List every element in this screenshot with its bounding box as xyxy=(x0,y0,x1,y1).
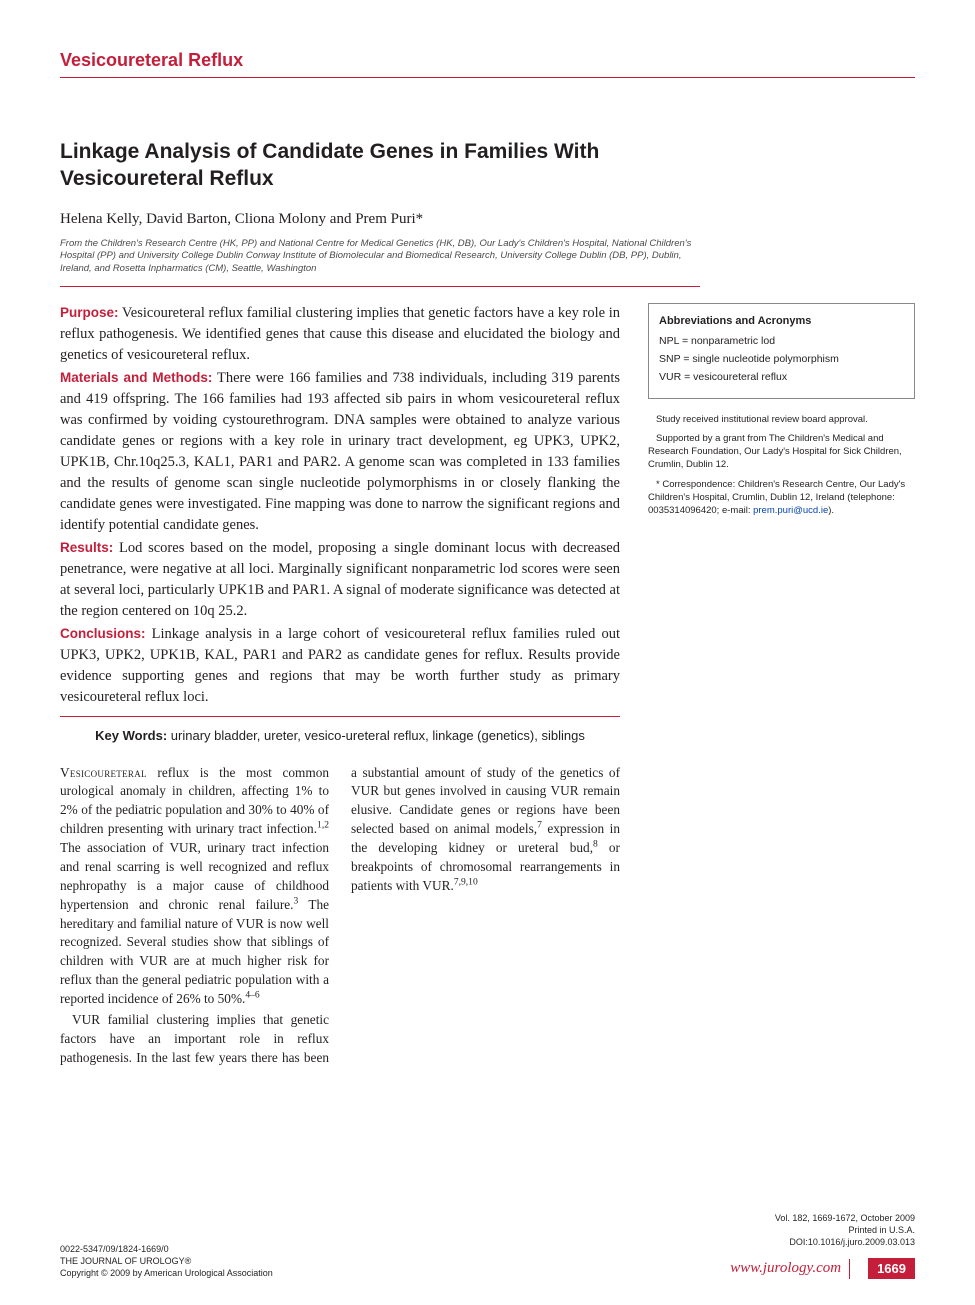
footer-divider xyxy=(849,1259,850,1279)
body-leadword: Vesicoureteral xyxy=(60,765,147,780)
abstract-methods: Materials and Methods: There were 166 fa… xyxy=(60,368,620,536)
purpose-label: Purpose: xyxy=(60,305,119,320)
cite-4-6: 4–6 xyxy=(245,990,259,1001)
keywords-text: urinary bladder, ureter, vesico-ureteral… xyxy=(167,728,585,743)
footer-doi: DOI:10.1016/j.juro.2009.03.013 xyxy=(730,1236,915,1248)
purpose-text: Vesicoureteral reflux familial clusterin… xyxy=(60,305,620,363)
side-column: Abbreviations and Acronyms NPL = nonpara… xyxy=(648,303,915,1083)
abstract-column: Purpose: Vesicoureteral reflux familial … xyxy=(60,303,620,1083)
side-notes: Study received institutional review boar… xyxy=(648,413,915,518)
body-p1: Vesicoureteral reflux is the most common… xyxy=(60,764,329,1009)
abbr-item: NPL = nonparametric lod xyxy=(659,334,904,350)
abstract-rule xyxy=(60,716,620,717)
body-text-columns: Vesicoureteral reflux is the most common… xyxy=(60,764,620,1084)
conclusions-label: Conclusions: xyxy=(60,626,146,641)
results-label: Results: xyxy=(60,540,113,555)
footer-printed: Printed in U.S.A. xyxy=(730,1224,915,1236)
irb-note: Study received institutional review boar… xyxy=(648,413,915,426)
abbr-item: VUR = vesicoureteral reflux xyxy=(659,370,904,386)
results-text: Lod scores based on the model, proposing… xyxy=(60,540,620,619)
footer-issn: 0022-5347/09/1824-1669/0 xyxy=(60,1243,273,1255)
abstract-conclusions: Conclusions: Linkage analysis in a large… xyxy=(60,624,620,708)
footer-left: 0022-5347/09/1824-1669/0 THE JOURNAL OF … xyxy=(60,1243,273,1279)
abstract-purpose: Purpose: Vesicoureteral reflux familial … xyxy=(60,303,620,366)
journal-url[interactable]: www.jurology.com xyxy=(730,1260,841,1277)
cite-1-2: 1,2 xyxy=(317,820,329,831)
abbreviations-box: Abbreviations and Acronyms NPL = nonpara… xyxy=(648,303,915,399)
content-row: Purpose: Vesicoureteral reflux familial … xyxy=(60,303,915,1083)
abbreviations-title: Abbreviations and Acronyms xyxy=(659,314,904,328)
section-label: Vesicoureteral Reflux xyxy=(60,50,915,78)
footer-siteline: www.jurology.com 1669 xyxy=(730,1258,915,1279)
article-title: Linkage Analysis of Candidate Genes in F… xyxy=(60,138,700,193)
abbr-item: SNP = single nucleotide polymorphism xyxy=(659,352,904,368)
keywords: Key Words: urinary bladder, ureter, vesi… xyxy=(60,727,620,745)
abstract-results: Results: Lod scores based on the model, … xyxy=(60,538,620,622)
methods-label: Materials and Methods: xyxy=(60,370,212,385)
page-number: 1669 xyxy=(868,1258,915,1279)
footer-journal: THE JOURNAL OF UROLOGY® xyxy=(60,1255,273,1267)
cite-7-9-10: 7,9,10 xyxy=(454,876,478,887)
correspondence-email[interactable]: prem.puri@ucd.ie xyxy=(753,505,828,516)
footer-right: Vol. 182, 1669-1672, October 2009 Printe… xyxy=(730,1212,915,1279)
footer-vol-block: Vol. 182, 1669-1672, October 2009 Printe… xyxy=(730,1212,915,1248)
methods-text: There were 166 families and 738 individu… xyxy=(60,370,620,533)
keywords-label: Key Words: xyxy=(95,728,167,743)
support-note: Supported by a grant from The Children's… xyxy=(648,432,915,472)
affiliations: From the Children's Research Centre (HK,… xyxy=(60,238,700,287)
correspondence-note: * Correspondence: Children's Research Ce… xyxy=(648,478,915,518)
authors: Helena Kelly, David Barton, Cliona Molon… xyxy=(60,211,915,228)
footer-copyright: Copyright © 2009 by American Urological … xyxy=(60,1267,273,1279)
footer-volume: Vol. 182, 1669-1672, October 2009 xyxy=(730,1212,915,1224)
page-footer: 0022-5347/09/1824-1669/0 THE JOURNAL OF … xyxy=(60,1212,915,1279)
